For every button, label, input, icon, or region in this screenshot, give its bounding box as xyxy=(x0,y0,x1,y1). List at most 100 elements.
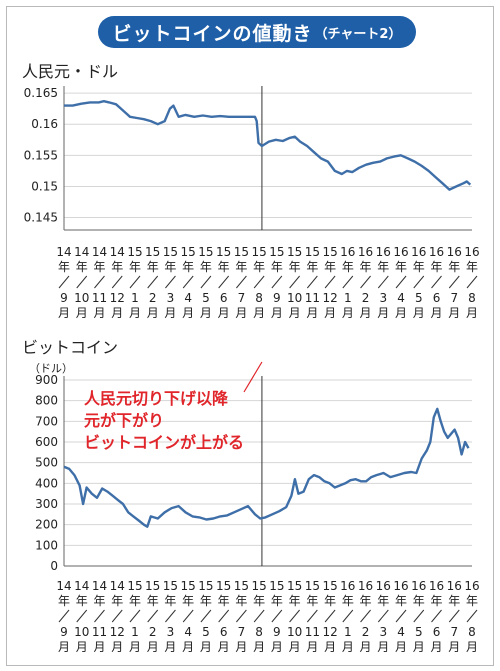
annotation: 人民元切り下げ以降 元が下がり ビットコインが上がる xyxy=(84,388,244,454)
x-tick-month: 6 xyxy=(433,625,441,639)
x-tick-slash xyxy=(342,609,354,623)
x-tick-month: 12 xyxy=(110,625,125,639)
x-tick-slash xyxy=(431,609,442,623)
x-tick-month: 2 xyxy=(149,625,157,639)
x-tick-month-suffix: 月 xyxy=(271,640,283,654)
x-tick-month-suffix: 月 xyxy=(360,306,372,320)
x-tick-year-suffix: 年 xyxy=(377,594,389,608)
x-tick-slash xyxy=(324,609,336,623)
x-tick-year: 16 xyxy=(447,579,462,593)
x-tick-month-suffix: 月 xyxy=(93,306,105,320)
annotation-pointer xyxy=(243,361,263,393)
x-tick-month: 1 xyxy=(131,625,139,639)
x-tick-year: 14 xyxy=(92,245,107,259)
x-tick-month: 11 xyxy=(92,291,107,305)
x-tick-month: 9 xyxy=(60,625,68,639)
x-tick-month: 11 xyxy=(92,625,107,639)
x-tick-month-suffix: 月 xyxy=(164,640,176,654)
x-tick-year: 16 xyxy=(464,579,479,593)
x-tick-month-suffix: 月 xyxy=(76,640,88,654)
x-tick-month-suffix: 月 xyxy=(413,640,425,654)
x-tick-year-suffix: 年 xyxy=(200,594,212,608)
x-tick-year-suffix: 年 xyxy=(111,260,123,274)
x-tick-year-suffix: 年 xyxy=(58,260,70,274)
x-tick-month: 7 xyxy=(450,291,458,305)
x-tick-year: 16 xyxy=(340,579,355,593)
x-tick-year-suffix: 年 xyxy=(76,594,88,608)
x-tick-slash xyxy=(342,275,354,289)
x-tick-month: 5 xyxy=(415,625,423,639)
x-tick-year-suffix: 年 xyxy=(431,594,443,608)
y-tick-label: 600 xyxy=(35,435,58,449)
x-tick-year-suffix: 年 xyxy=(271,594,283,608)
x-tick-year: 15 xyxy=(145,579,160,593)
x-tick-year: 15 xyxy=(305,579,320,593)
x-tick-year-suffix: 年 xyxy=(342,260,354,274)
x-tick-year-suffix: 年 xyxy=(164,594,176,608)
x-tick-slash xyxy=(129,609,141,623)
x-tick-year-suffix: 年 xyxy=(164,260,176,274)
x-tick-year: 15 xyxy=(216,579,231,593)
x-tick-slash xyxy=(413,275,425,289)
x-tick-year: 14 xyxy=(92,579,107,593)
x-tick-year: 15 xyxy=(269,579,284,593)
x-tick-month: 10 xyxy=(74,291,89,305)
x-tick-month: 10 xyxy=(74,625,89,639)
x-tick-slash xyxy=(377,609,389,623)
x-tick-month-suffix: 月 xyxy=(111,306,123,320)
x-tick-month: 11 xyxy=(305,291,320,305)
x-tick-year: 15 xyxy=(251,245,266,259)
x-tick-month-suffix: 月 xyxy=(289,306,301,320)
x-tick-month-suffix: 月 xyxy=(342,306,354,320)
x-tick-year-suffix: 年 xyxy=(58,594,70,608)
x-tick-slash xyxy=(253,609,265,623)
x-tick-month: 9 xyxy=(273,625,281,639)
x-tick-month: 2 xyxy=(362,625,370,639)
x-tick-month: 3 xyxy=(167,291,175,305)
x-tick-month-suffix: 月 xyxy=(218,640,230,654)
x-tick-slash xyxy=(236,275,247,289)
x-tick-month: 11 xyxy=(305,625,320,639)
x-tick-year: 16 xyxy=(464,245,479,259)
x-tick-month-suffix: 月 xyxy=(253,640,265,654)
x-tick-slash xyxy=(466,609,478,623)
x-tick-month: 12 xyxy=(110,291,125,305)
x-tick-month-suffix: 月 xyxy=(76,306,88,320)
chart2-title: ビットコイン xyxy=(22,338,119,357)
x-tick-month: 6 xyxy=(220,291,228,305)
x-tick-slash xyxy=(76,275,88,289)
x-tick-year: 15 xyxy=(287,579,302,593)
x-tick-year: 16 xyxy=(429,579,444,593)
x-tick-year: 15 xyxy=(305,245,320,259)
y-tick-label: 900 xyxy=(35,373,58,387)
x-tick-year-suffix: 年 xyxy=(235,594,247,608)
x-tick-year-suffix: 年 xyxy=(360,260,372,274)
x-tick-month-suffix: 月 xyxy=(377,640,389,654)
x-tick-year-suffix: 年 xyxy=(235,260,247,274)
x-tick-slash xyxy=(306,609,318,623)
x-tick-month-suffix: 月 xyxy=(164,306,176,320)
y-tick-label: 0.145 xyxy=(24,211,58,225)
x-tick-year: 16 xyxy=(340,245,355,259)
x-tick-month-suffix: 月 xyxy=(431,306,443,320)
x-tick-slash xyxy=(182,609,194,623)
x-tick-month-suffix: 月 xyxy=(253,306,265,320)
x-tick-month-suffix: 月 xyxy=(93,640,105,654)
chart-title-banner: ビットコインの値動き （チャート2） xyxy=(98,16,416,48)
x-tick-month: 4 xyxy=(184,625,192,639)
x-tick-year: 16 xyxy=(411,245,426,259)
x-tick-slash xyxy=(289,275,300,289)
y-tick-label: 0.165 xyxy=(24,86,58,100)
x-tick-year-suffix: 年 xyxy=(306,260,318,274)
x-tick-slash xyxy=(289,609,300,623)
x-tick-month: 2 xyxy=(362,291,370,305)
x-tick-month: 3 xyxy=(379,625,387,639)
x-tick-month-suffix: 月 xyxy=(466,640,478,654)
x-tick-month-suffix: 月 xyxy=(342,640,354,654)
x-tick-year-suffix: 年 xyxy=(466,260,478,274)
x-tick-year-suffix: 年 xyxy=(395,260,407,274)
x-tick-year-suffix: 年 xyxy=(431,260,443,274)
x-tick-year-suffix: 年 xyxy=(93,260,105,274)
x-tick-year: 16 xyxy=(376,245,391,259)
x-tick-month-suffix: 月 xyxy=(395,640,407,654)
